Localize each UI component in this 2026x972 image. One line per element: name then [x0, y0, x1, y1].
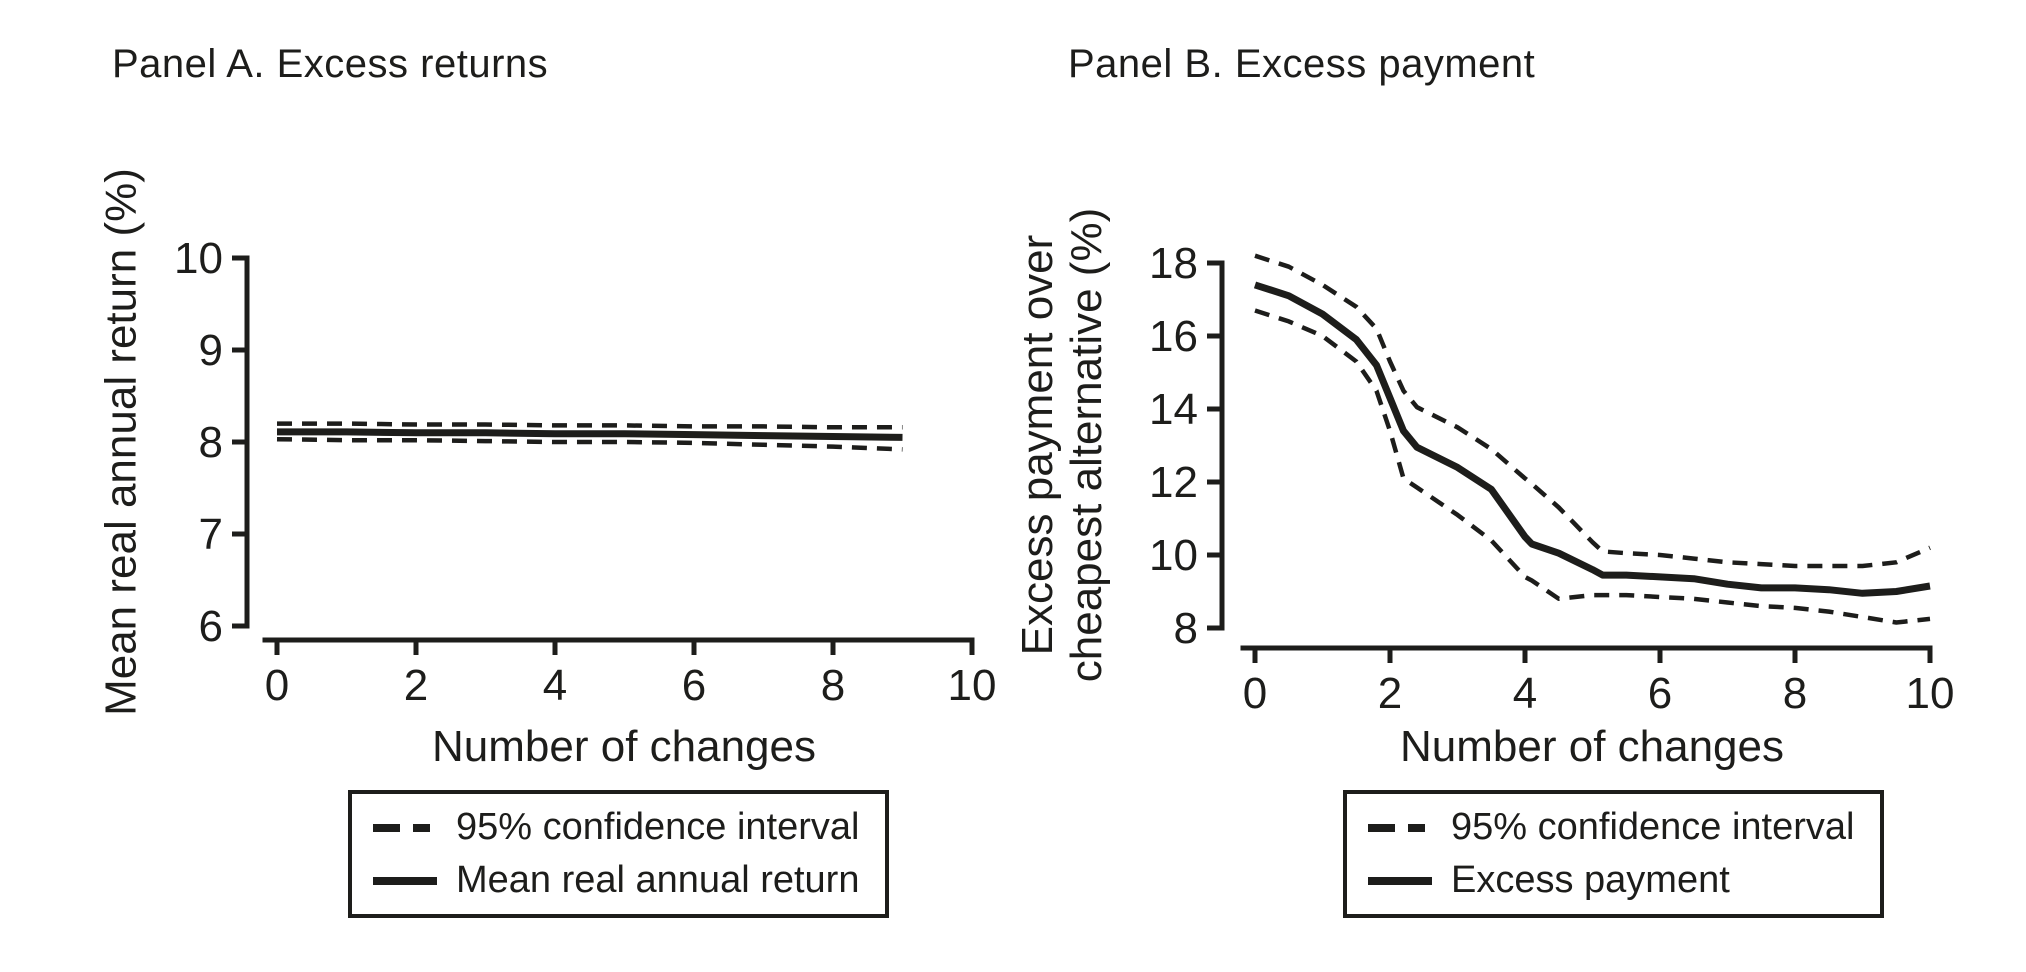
- panel-b-y-tick-label: 16: [1149, 312, 1198, 361]
- panel-a-y-tick-label: 10: [174, 234, 223, 283]
- dashed-line-sample-icon: [373, 823, 437, 832]
- panel-b-y-tick-label: 18: [1149, 239, 1198, 288]
- panel-a-y-tick-label: 7: [199, 510, 223, 559]
- panel-b-x-tick-label: 2: [1378, 669, 1402, 718]
- panel-a-y-tick-label: 8: [199, 418, 223, 467]
- panel-b-y-tick-label: 8: [1174, 604, 1198, 653]
- solid-line-sample-icon: [373, 876, 437, 885]
- panel-a-y-axis-label: Mean real annual return (%): [97, 168, 146, 716]
- panel-b-x-axis-label: Number of changes: [1400, 722, 1784, 771]
- panel-a-series-95-ci-upper-bound: [277, 421, 903, 430]
- panel-a-legend-item-ci: 95% confidence interval: [372, 806, 859, 849]
- panel-b-y-axis-label-line2: cheapest alternative (%): [1062, 207, 1111, 683]
- panel-b-y-tick-label: 12: [1149, 458, 1198, 507]
- panel-a-legend: 95% confidence interval Mean real annual…: [348, 790, 890, 918]
- panel-a-x-tick-label: 8: [821, 661, 845, 710]
- panel-a-x-tick-label: 2: [404, 661, 428, 710]
- legend-label: 95% confidence interval: [456, 806, 860, 848]
- legend-label: Excess payment: [1451, 859, 1730, 901]
- panel-a-x-tick-label: 10: [948, 661, 997, 710]
- panel-a-title: Panel A. Excess returns: [112, 42, 549, 86]
- panel-b-series-95-ci-lower-bound: [1254, 308, 1931, 625]
- panel-b-series-excess-payment: [1253, 281, 1931, 597]
- panel-a-series-95-ci-lower-bound: [276, 436, 903, 452]
- panel-a-x-tick-label: 4: [543, 661, 567, 710]
- panel-b-x-tick-label: 10: [1906, 669, 1955, 718]
- panel-b-x-tick-label: 6: [1648, 669, 1672, 718]
- panel-b-legend: 95% confidence interval Excess payment: [1343, 790, 1885, 918]
- panel-b-y-axis-label-line1: Excess payment over: [1013, 234, 1062, 656]
- panel-b-y-tick-label: 14: [1149, 385, 1198, 434]
- panel-a-x-tick-label: 6: [682, 661, 706, 710]
- panel-b-legend-item-ci: 95% confidence interval: [1367, 806, 1854, 849]
- panel-b-y-tick-label: 10: [1149, 531, 1198, 580]
- panel-b-x-tick-label: 8: [1783, 669, 1807, 718]
- panel-a-y-axis-label-line: Mean real annual return (%): [96, 168, 146, 716]
- panel-b-y-axis-label: Excess payment over cheapest alternative…: [1013, 208, 1111, 682]
- panel-b-x-tick-label: 0: [1243, 669, 1267, 718]
- panel-a-series-mean-real-annual-return: [277, 428, 903, 441]
- solid-line-sample-icon: [1368, 876, 1432, 885]
- panel-a-legend-item-mean: Mean real annual return: [372, 859, 859, 902]
- panel-a-y-tick-label: 6: [199, 602, 223, 651]
- panel-b-legend-item-excess-payment: Excess payment: [1367, 859, 1854, 902]
- panel-a-x-tick-label: 0: [265, 661, 289, 710]
- legend-label: Mean real annual return: [456, 859, 860, 901]
- panel-a-x-axis-label: Number of changes: [432, 722, 816, 771]
- panel-b-title: Panel B. Excess payment: [1068, 42, 1536, 86]
- panel-b-series-95-ci-upper-bound: [1254, 253, 1931, 569]
- panel-b-x-tick-label: 4: [1513, 669, 1537, 718]
- dashed-line-sample-icon: [1368, 823, 1432, 832]
- legend-label: 95% confidence interval: [1451, 806, 1855, 848]
- panel-a-y-tick-label: 9: [199, 326, 223, 375]
